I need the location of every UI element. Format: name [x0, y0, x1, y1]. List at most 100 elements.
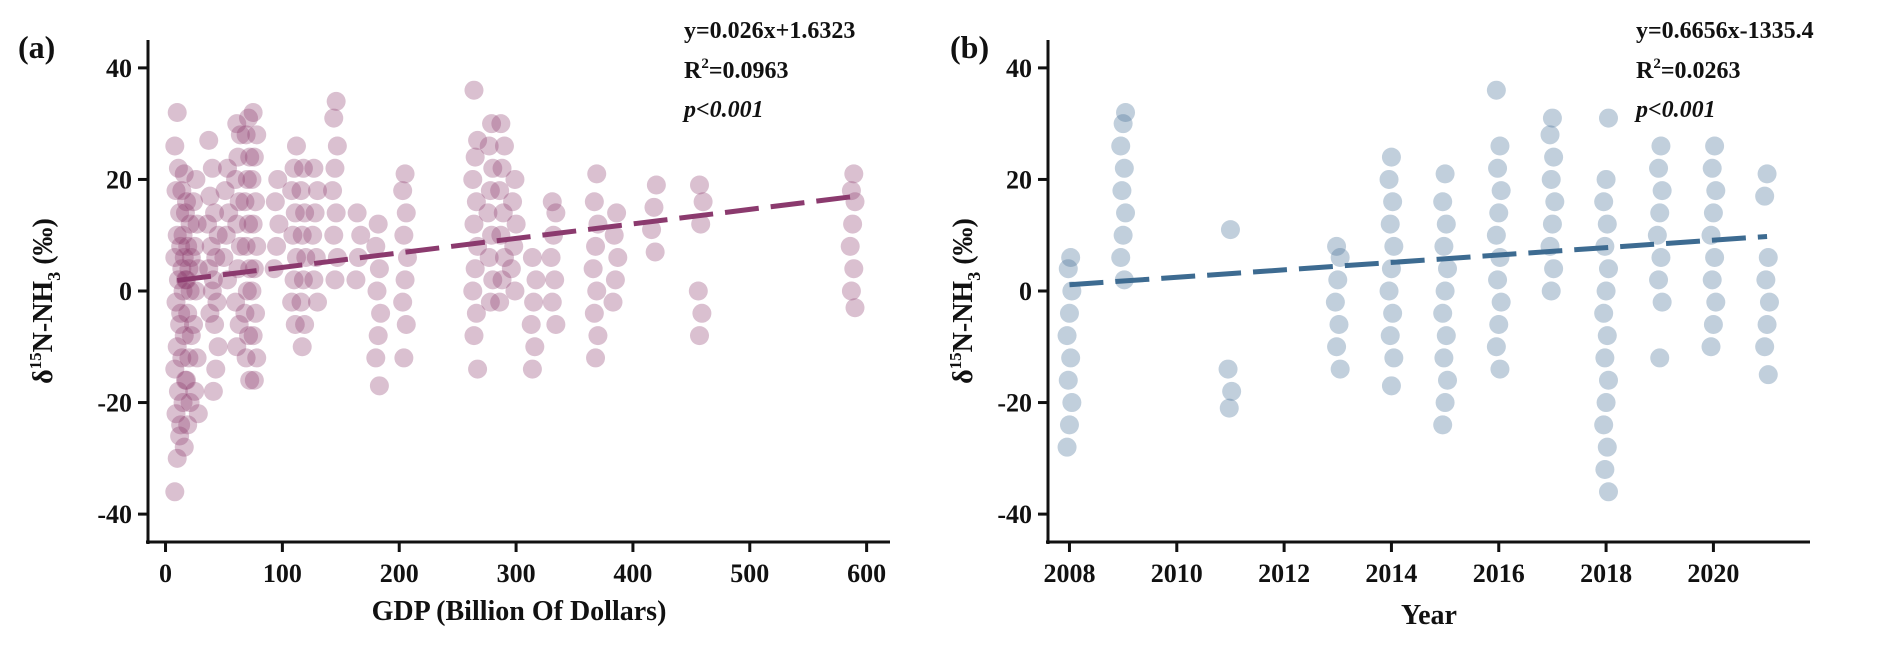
- data-point: [1057, 437, 1077, 457]
- data-point: [203, 381, 223, 401]
- data-point: [1542, 214, 1562, 234]
- data-point: [369, 376, 389, 396]
- data-point: [395, 164, 415, 184]
- data-point: [282, 292, 302, 312]
- data-point: [546, 314, 566, 334]
- data-point: [841, 281, 861, 301]
- data-point: [1222, 381, 1242, 401]
- data-point: [1705, 248, 1725, 268]
- data-point: [1435, 281, 1455, 301]
- data-point: [1758, 365, 1778, 385]
- data-point: [199, 130, 219, 150]
- data-point: [228, 147, 248, 167]
- data-point: [844, 259, 864, 279]
- data-point: [1433, 415, 1453, 435]
- data-point: [200, 186, 220, 206]
- data-point: [1433, 303, 1453, 323]
- data-point: [840, 236, 860, 256]
- data-point: [235, 192, 255, 212]
- data-point: [1383, 192, 1403, 212]
- data-point: [243, 326, 263, 346]
- data-point: [180, 393, 200, 413]
- data-point: [1491, 181, 1511, 201]
- data-point: [466, 303, 486, 323]
- data-point: [180, 281, 200, 301]
- data-point: [172, 181, 192, 201]
- data-point: [186, 281, 206, 301]
- data-point: [227, 114, 247, 134]
- data-point: [587, 164, 607, 184]
- data-point: [1755, 186, 1775, 206]
- data-point: [480, 181, 500, 201]
- data-point: [325, 270, 345, 290]
- data-point: [464, 80, 484, 100]
- y-tick-label: -40: [97, 500, 132, 529]
- data-point: [482, 225, 502, 245]
- data-point: [1595, 459, 1615, 479]
- data-point: [1706, 181, 1726, 201]
- data-point: [1380, 326, 1400, 346]
- data-point: [1329, 314, 1349, 334]
- data-point: [184, 192, 204, 212]
- data-point: [1598, 259, 1618, 279]
- data-point: [175, 203, 195, 223]
- data-point: [170, 426, 190, 446]
- data-point: [178, 415, 198, 435]
- data-point: [588, 326, 608, 346]
- data-point: [244, 370, 264, 390]
- data-point: [208, 225, 228, 245]
- data-point: [267, 236, 287, 256]
- data-point: [229, 192, 249, 212]
- data-point: [242, 281, 262, 301]
- data-point: [1598, 370, 1618, 390]
- data-point: [1436, 214, 1456, 234]
- data-point: [463, 169, 483, 189]
- data-point: [351, 225, 371, 245]
- data-point: [1327, 236, 1347, 256]
- data-point: [171, 236, 191, 256]
- y-tick-label: -20: [997, 389, 1032, 418]
- x-tick-label: 2016: [1473, 559, 1525, 588]
- data-point: [583, 259, 603, 279]
- data-point: [1486, 225, 1506, 245]
- data-point: [691, 214, 711, 234]
- data-point: [286, 136, 306, 156]
- data-point: [229, 314, 249, 334]
- data-point: [690, 175, 710, 195]
- panel-label: (b): [950, 29, 989, 65]
- data-point: [201, 236, 221, 256]
- y-tick-label: 20: [106, 165, 132, 194]
- data-point: [200, 303, 220, 323]
- data-point: [247, 125, 267, 145]
- data-point: [304, 158, 324, 178]
- data-point: [181, 248, 201, 268]
- data-point: [174, 326, 194, 346]
- data-point: [479, 248, 499, 268]
- data-point: [1703, 203, 1723, 223]
- data-point: [165, 482, 185, 502]
- data-point: [305, 203, 325, 223]
- data-point: [230, 125, 250, 145]
- data-point: [1596, 281, 1616, 301]
- data-point: [167, 103, 187, 123]
- data-point: [1702, 158, 1722, 178]
- data-point: [1598, 108, 1618, 128]
- data-point: [526, 270, 546, 290]
- data-point: [464, 214, 484, 234]
- data-point: [323, 181, 343, 201]
- data-point: [1384, 236, 1404, 256]
- data-point: [185, 381, 205, 401]
- data-point: [845, 298, 865, 318]
- data-point: [366, 348, 386, 368]
- data-point: [239, 214, 259, 234]
- data-point: [292, 225, 312, 245]
- data-point: [243, 214, 263, 234]
- data-point: [541, 248, 561, 268]
- y-axis-title: δ15N-NH3 (‰): [946, 218, 984, 384]
- data-point: [226, 292, 246, 312]
- data-point: [586, 236, 606, 256]
- data-point: [394, 225, 414, 245]
- data-point: [206, 248, 226, 268]
- data-point: [346, 270, 366, 290]
- data-point: [371, 303, 391, 323]
